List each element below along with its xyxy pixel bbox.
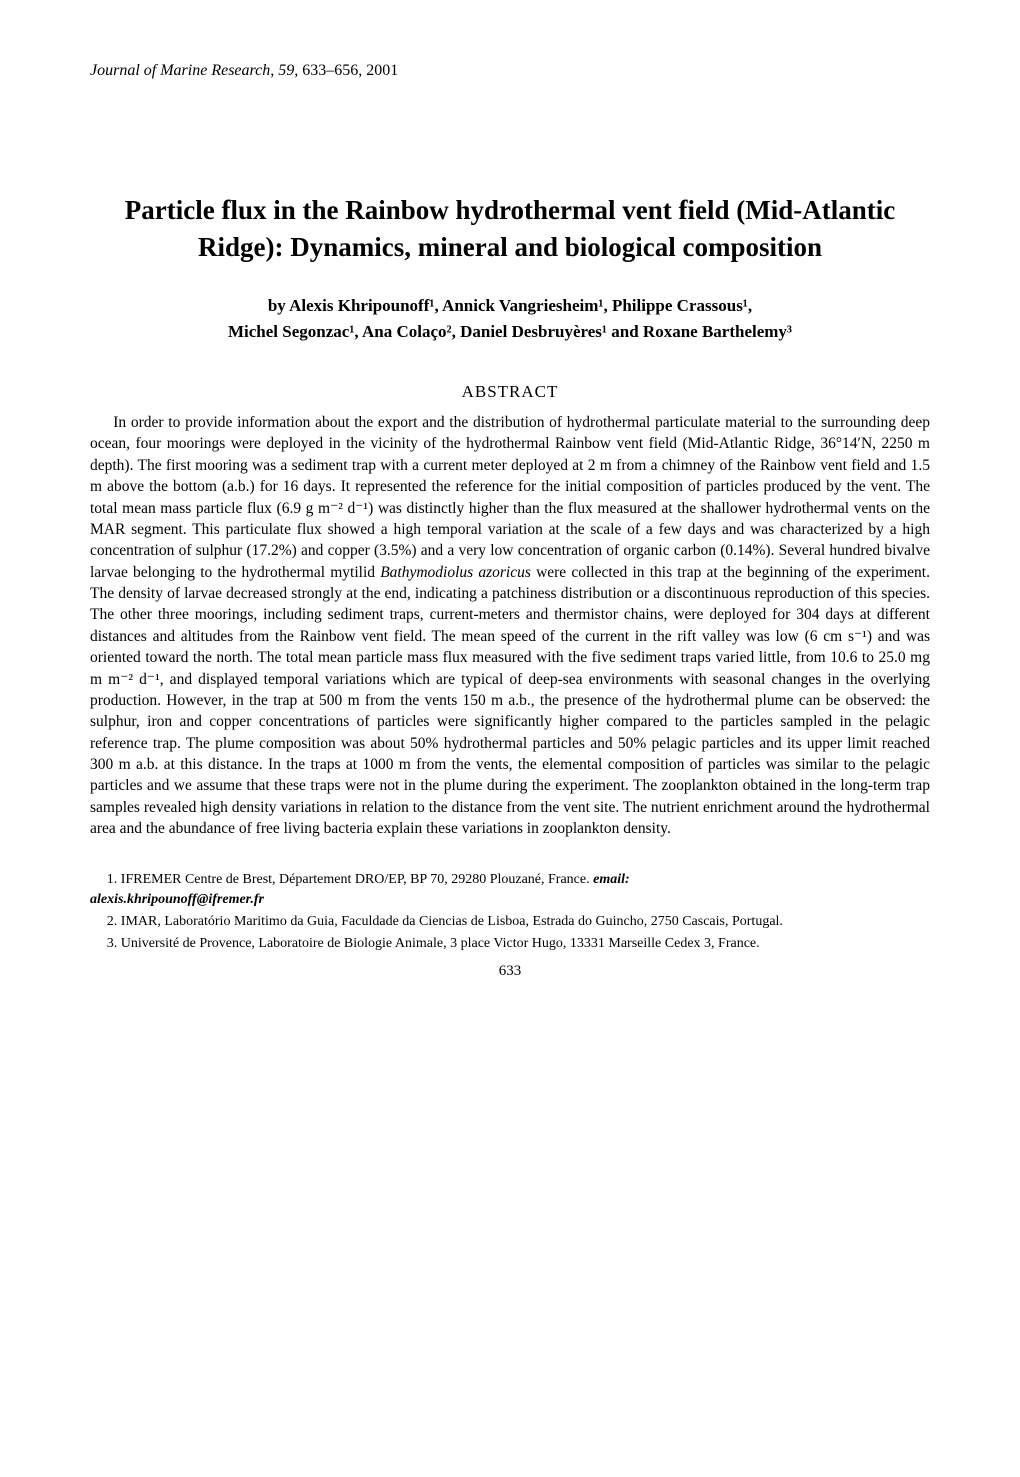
paper-title: Particle flux in the Rainbow hydrotherma… [90, 192, 930, 265]
affiliations-block: 1. IFREMER Centre de Brest, Département … [90, 870, 930, 955]
affiliation-2: 2. IMAR, Laboratório Maritimo da Guia, F… [90, 912, 930, 932]
affiliation-1-email: alexis.khripounoff@ifremer.fr [90, 890, 930, 910]
abstract-text: In order to provide information about th… [90, 412, 930, 840]
page-number: 633 [90, 961, 930, 982]
abstract-heading: ABSTRACT [90, 380, 930, 404]
journal-name: Journal of Marine Research, 59, [90, 62, 298, 79]
authors-block: by Alexis Khripounoff¹, Annick Vangriesh… [90, 293, 930, 344]
authors-line-1: by Alexis Khripounoff¹, Annick Vangriesh… [90, 293, 930, 319]
affiliation-1: 1. IFREMER Centre de Brest, Département … [90, 870, 930, 911]
affiliation-1-email-label: email: [593, 872, 630, 887]
abstract-post: were collected in this trap at the begin… [90, 564, 930, 838]
species-name: Bathymodiolus azoricus [380, 564, 531, 581]
abstract-pre: In order to provide information about th… [90, 414, 930, 581]
affiliation-3: 3. Université de Provence, Laboratoire d… [90, 934, 930, 954]
affiliation-1-text: 1. IFREMER Centre de Brest, Département … [107, 872, 593, 887]
journal-pages: 633–656, 2001 [298, 62, 398, 79]
authors-line-2: Michel Segonzac¹, Ana Colaço², Daniel De… [90, 319, 930, 345]
journal-header: Journal of Marine Research, 59, 633–656,… [90, 60, 930, 82]
